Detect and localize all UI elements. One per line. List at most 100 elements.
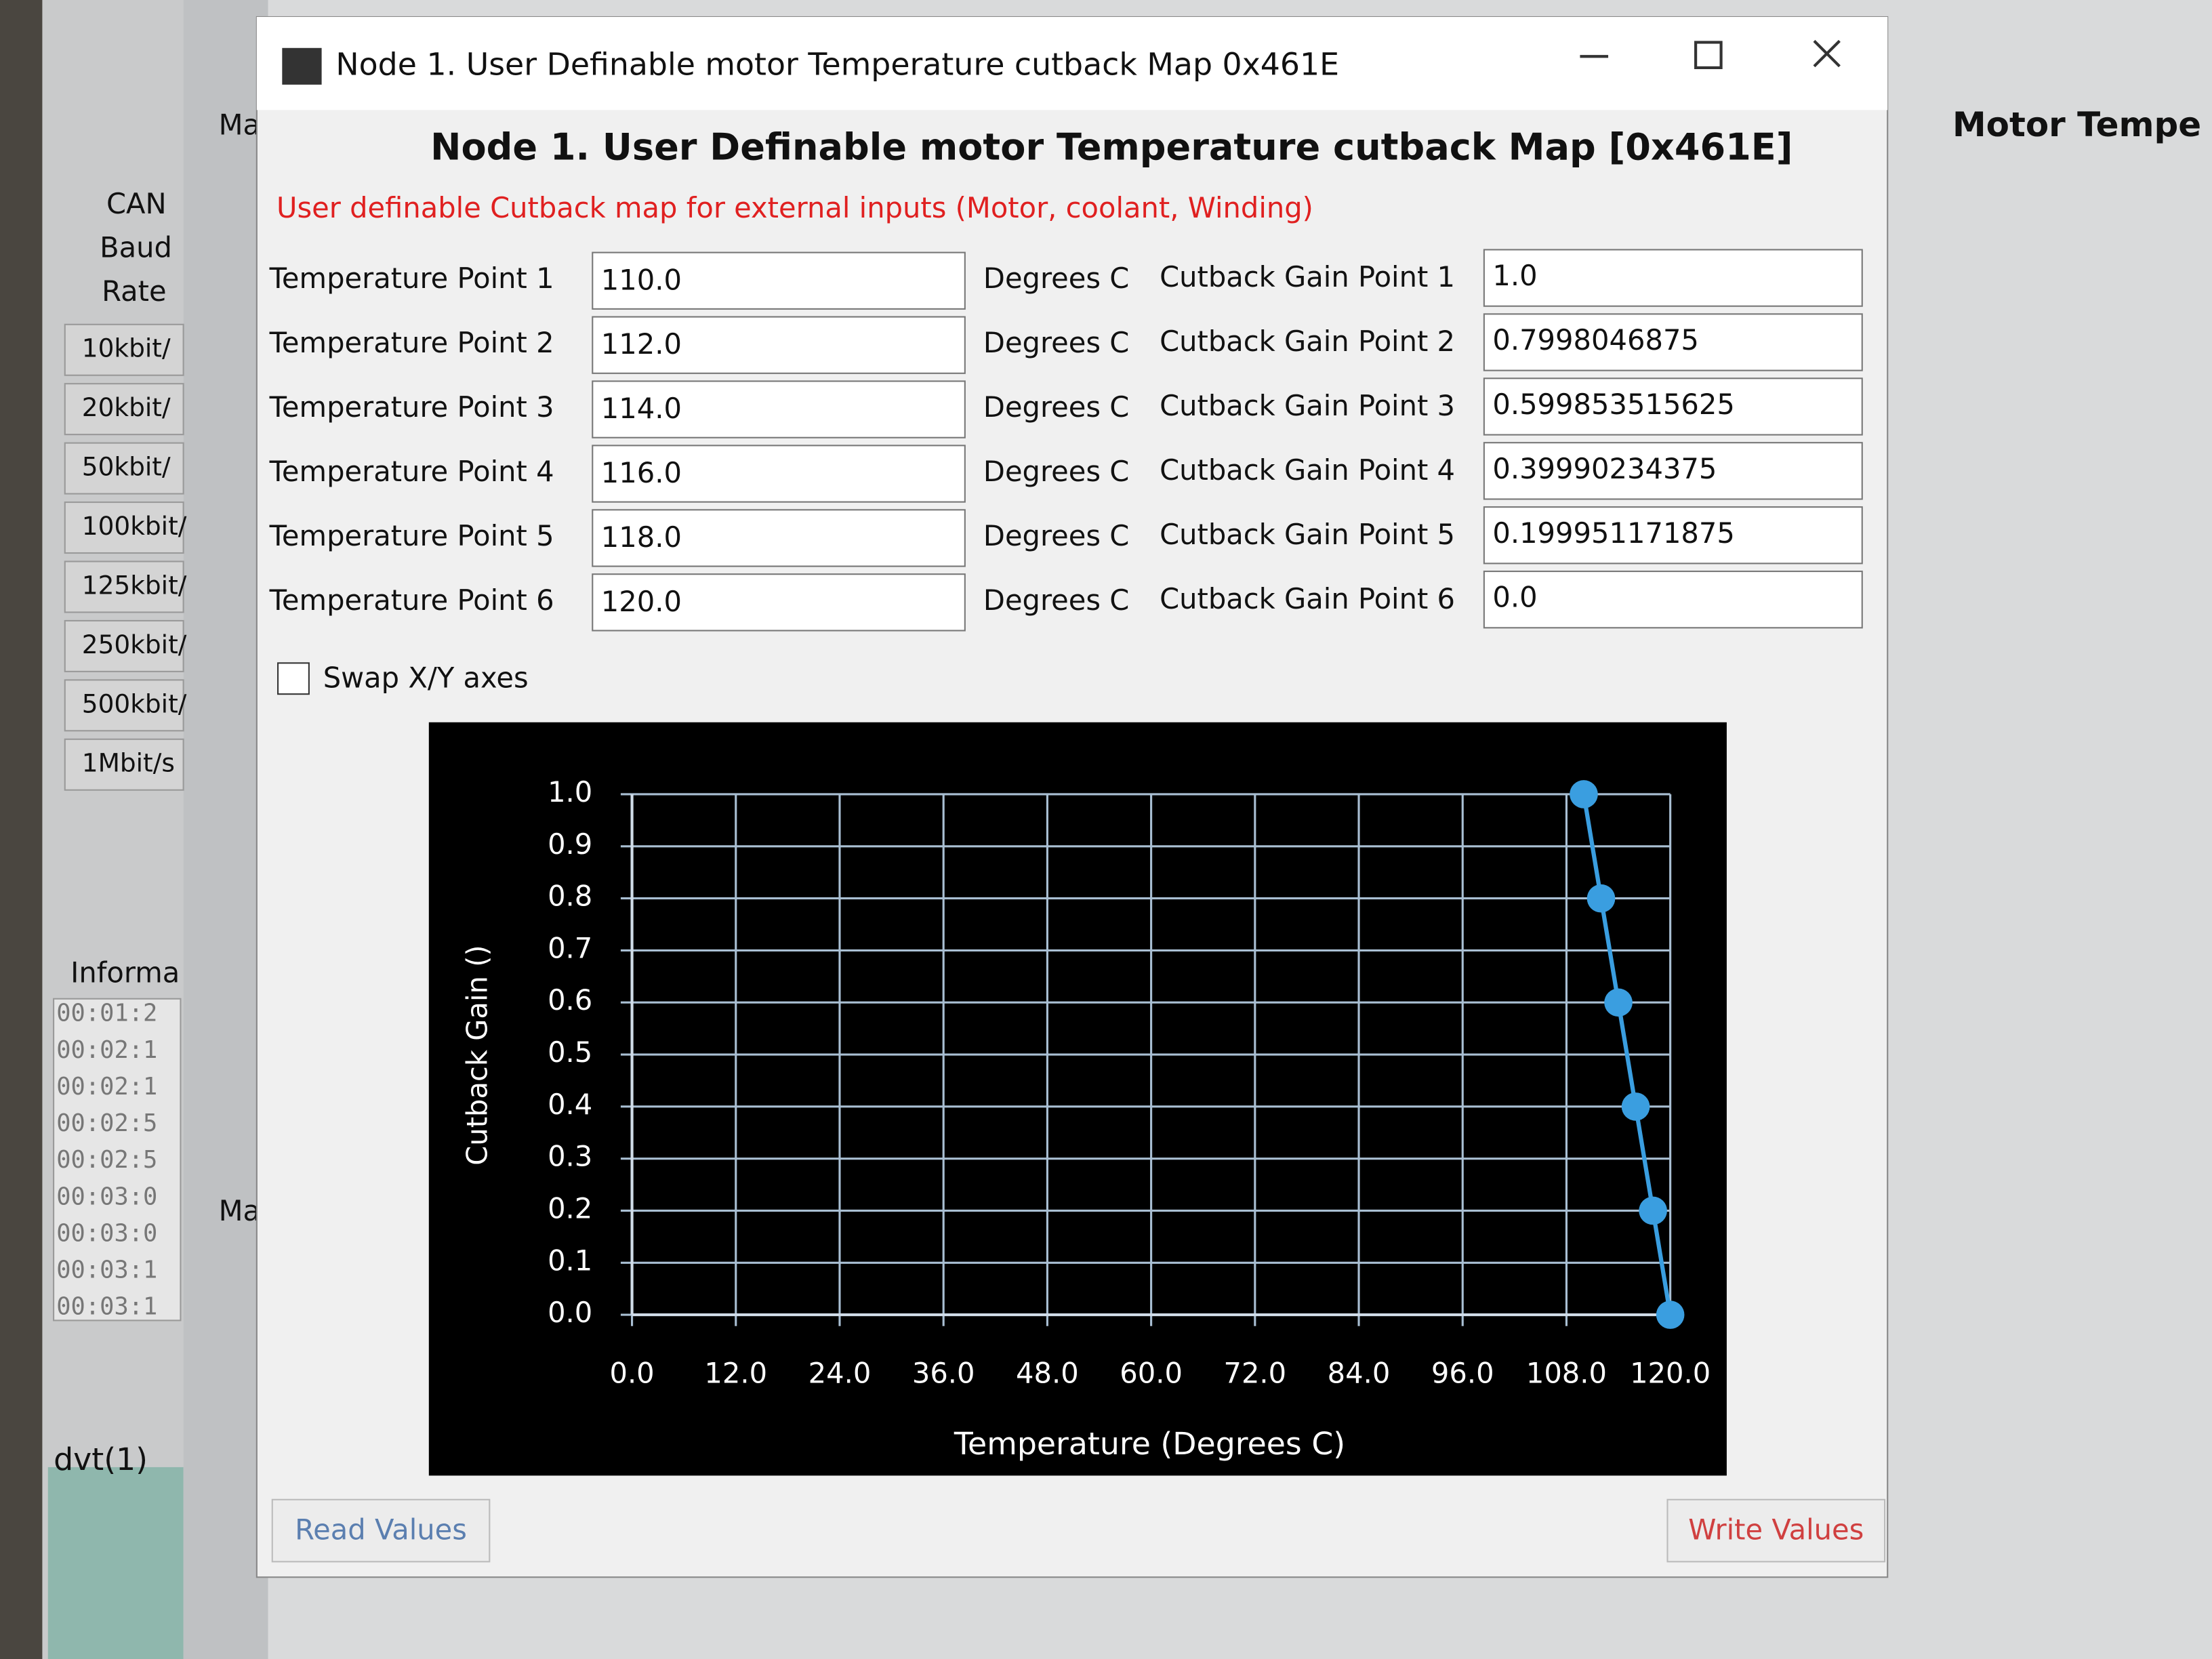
- x-tick-label: 60.0: [1120, 1357, 1183, 1390]
- right-title: Motor Tempe: [1952, 105, 2201, 144]
- write-button[interactable]: [1666, 1498, 1886, 1563]
- gain-label: Cutback Gain Point 6: [1160, 582, 1455, 615]
- y-tick-label: 1.0: [548, 775, 592, 808]
- log-time: 00:03:0: [56, 1219, 157, 1247]
- y-tick-label: 0.3: [548, 1140, 592, 1173]
- temperature-label: Temperature Point 2: [269, 326, 554, 359]
- y-tick-label: 0.7: [548, 931, 592, 964]
- x-tick-label: 12.0: [704, 1357, 767, 1390]
- temperature-label: Temperature Point 3: [269, 390, 554, 424]
- temperature-input: [592, 380, 966, 438]
- y-tick-label: 0.8: [548, 880, 592, 913]
- y-tick-label: 0.4: [548, 1088, 592, 1121]
- left-label: Baud: [100, 230, 172, 264]
- y-tick-label: 0.6: [548, 983, 592, 1017]
- x-tick-label: 108.0: [1526, 1357, 1607, 1390]
- left-label: CAN: [106, 187, 167, 220]
- baud-button: [64, 442, 184, 495]
- gain-label: Cutback Gain Point 4: [1160, 453, 1455, 487]
- unit-label: Degrees C: [983, 583, 1129, 617]
- temperature-value: 118.0: [601, 520, 682, 554]
- gain-input: [1483, 506, 1863, 565]
- log-time: 00:02:5: [56, 1109, 157, 1137]
- description: User definable Cutback map for external …: [276, 191, 1313, 224]
- x-tick-label: 0.0: [609, 1357, 654, 1390]
- y-axis-label: Cutback Gain (): [461, 945, 494, 1165]
- baud-button: [64, 560, 184, 613]
- data-point: [1656, 1300, 1685, 1329]
- gain-label: Cutback Gain Point 2: [1160, 325, 1455, 358]
- device-label: dvt(1): [54, 1441, 148, 1477]
- baud-button: [64, 323, 184, 376]
- x-tick-label: 96.0: [1431, 1357, 1494, 1390]
- device-panel: [47, 1467, 184, 1659]
- data-point: [1570, 780, 1598, 808]
- heading: Node 1. User Definable motor Temperature…: [430, 125, 1793, 168]
- read-button[interactable]: [271, 1498, 491, 1563]
- temperature-label: Temperature Point 1: [269, 262, 554, 295]
- baud-label: 10kbit/: [82, 333, 171, 363]
- baud-label: 125kbit/: [82, 570, 187, 600]
- background-lists: 10kbit/20kbit/50kbit/100kbit/125kbit/250…: [56, 323, 187, 1321]
- gain-value: 0.0: [1492, 581, 1537, 614]
- temperature-input: [592, 251, 966, 310]
- log-time: 00:03:0: [56, 1183, 157, 1210]
- close-button[interactable]: [1813, 39, 1841, 68]
- temperature-label: Temperature Point 6: [269, 583, 554, 617]
- temperature-input: [592, 445, 966, 503]
- left-panel: [42, 0, 184, 1659]
- gain-value: 0.599853515625: [1492, 388, 1735, 421]
- temperature-label: Temperature Point 4: [269, 455, 554, 488]
- temperature-value: 114.0: [601, 392, 682, 425]
- info-label: Informa: [70, 956, 180, 989]
- form: Temperature Point 1 110.0 Degrees C Cutback…: [269, 249, 1863, 632]
- x-tick-label: 36.0: [912, 1357, 975, 1390]
- baud-label: 500kbit/: [82, 689, 187, 718]
- baud-button: [64, 383, 184, 436]
- swap-label: Swap X/Y axes: [323, 661, 529, 694]
- log-time: 00:03:1: [56, 1293, 157, 1321]
- y-tick-label: 0.2: [548, 1191, 592, 1225]
- y-tick-label: 0.1: [548, 1244, 592, 1277]
- temperature-input: [592, 316, 966, 374]
- baud-label: 1Mbit/s: [82, 748, 175, 778]
- unit-label: Degrees C: [983, 519, 1129, 552]
- gain-label: Cutback Gain Point 5: [1160, 518, 1455, 551]
- gain-value: 0.39990234375: [1492, 452, 1717, 485]
- x-tick-label: 120.0: [1630, 1357, 1711, 1390]
- log-time: 00:02:1: [56, 1073, 157, 1101]
- temperature-input: [592, 573, 966, 632]
- x-axis-label: Temperature (Degrees C): [954, 1425, 1345, 1462]
- bezel: [0, 0, 43, 1659]
- gain-input: [1483, 377, 1863, 436]
- maximize-button[interactable]: [1694, 41, 1723, 69]
- data-point: [1586, 884, 1616, 913]
- baud-button: [64, 738, 184, 791]
- chart: 0.0 0.1 0.2 0.3 0.4 0.5 0.6 0.7 0.8 0.9 1.0 0.0 12.0…: [461, 775, 1711, 1462]
- log-time: 00:03:1: [56, 1256, 157, 1284]
- data-line: [1581, 794, 1673, 1315]
- x-tick-label: 84.0: [1328, 1357, 1391, 1390]
- data-point: [1604, 988, 1633, 1017]
- gain-value: 1.0: [1492, 259, 1537, 292]
- left-label: Rate: [102, 274, 166, 308]
- tab-label: Ma: [219, 108, 260, 141]
- log-box: [53, 998, 182, 1322]
- temperature-value: 120.0: [601, 585, 682, 618]
- title-bar: [256, 16, 1888, 110]
- baud-label: 100kbit/: [82, 511, 187, 541]
- log-time: 00:01:2: [56, 1000, 157, 1027]
- unit-label: Degrees C: [983, 455, 1129, 488]
- baud-button: [64, 679, 184, 732]
- unit-label: Degrees C: [983, 390, 1129, 424]
- temperature-value: 116.0: [601, 456, 682, 489]
- gain-label: Cutback Gain Point 1: [1160, 260, 1455, 293]
- swap-checkbox[interactable]: [277, 662, 310, 695]
- baud-label: 250kbit/: [82, 630, 187, 659]
- x-tick-label: 24.0: [808, 1357, 872, 1390]
- unit-label: Degrees C: [983, 326, 1129, 359]
- log-time: 00:02:1: [56, 1036, 157, 1064]
- window-title: Node 1. User Definable motor Temperature…: [335, 45, 1339, 82]
